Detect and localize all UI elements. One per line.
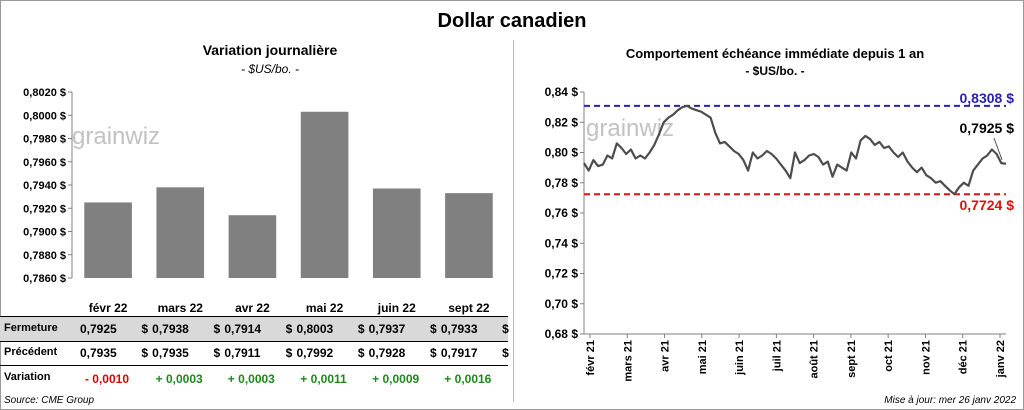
- variation-cell: + 0,0009: [372, 372, 420, 386]
- variation-cell: + 0,0011: [300, 372, 347, 386]
- cell-value: 0,7938: [152, 322, 189, 336]
- cell-value: 0,7937: [368, 322, 406, 336]
- row-label: Variation: [4, 371, 51, 383]
- page-title: Dollar canadien: [437, 10, 587, 32]
- bar: [300, 111, 349, 278]
- x-tick-label: nov 21: [920, 340, 932, 375]
- x-tick-label: avr 22: [235, 301, 270, 315]
- min-value-label: 0,7724 $: [960, 197, 1015, 213]
- x-tick-label: sept 21: [846, 340, 858, 378]
- y-tick-label: 0,68 $: [545, 327, 579, 341]
- cell-value: 0,7992: [296, 346, 334, 360]
- x-tick-label: août 21: [809, 340, 821, 379]
- row-label: Précédent: [4, 346, 58, 358]
- bar: [84, 202, 132, 278]
- max-value-label: 0,8308 $: [960, 90, 1015, 106]
- variation-cell: + 0,0003: [155, 372, 203, 386]
- cell-currency: $: [502, 346, 509, 360]
- bar: [156, 187, 205, 278]
- cell-value: 0,7914: [224, 322, 262, 336]
- bar-chart: 0,7860 $ 0,7880 $ 0,7900 $ 0,7920 $ 0,7940 $…: [23, 87, 493, 315]
- x-tick-label: mars 21: [622, 340, 634, 382]
- y-tick-label: 0,78 $: [545, 176, 579, 190]
- cell-currency: $: [429, 322, 437, 336]
- y-tick-label: 0,74 $: [545, 236, 579, 250]
- x-tick-label: déc 21: [958, 340, 970, 374]
- x-tick-label: oct 21: [883, 340, 895, 372]
- bar: [372, 188, 421, 278]
- table-row-variation: Variation - 0,0010 + 0,0003 + 0,0003 + 0,001…: [0, 366, 508, 390]
- cell-value: 0,7935: [152, 346, 189, 360]
- row-label: Fermeture: [4, 322, 58, 334]
- x-tick-label: juil 21: [771, 340, 783, 372]
- table-row: Précédent 0,7935 $0,7935 $0,7911 $0,7992 $0,7…: [0, 341, 509, 366]
- y-tick-label: 0,8000 $: [23, 110, 66, 122]
- x-tick-label: juin 21: [734, 340, 746, 376]
- cell-currency: $: [502, 322, 509, 336]
- cell-currency: $: [285, 322, 293, 336]
- bar: [228, 215, 277, 278]
- updated-note: Mise à jour: mer 26 janv 2022: [884, 395, 1016, 406]
- x-tick-label: févr 21: [585, 340, 597, 375]
- y-tick-label: 0,82 $: [545, 115, 579, 129]
- x-tick-label: mai 22: [306, 301, 344, 315]
- y-tick-label: 0,80 $: [545, 146, 579, 160]
- cell-currency: $: [285, 346, 293, 360]
- y-tick-label: 0,8020 $: [23, 87, 66, 99]
- y-tick-label: 0,84 $: [545, 85, 579, 99]
- x-tick-label: sept 22: [448, 301, 490, 315]
- x-tick-label: févr 22: [89, 301, 128, 315]
- panel-divider: [513, 40, 514, 402]
- series-line: [583, 104, 1007, 196]
- cell-value: 0,8003: [296, 322, 334, 336]
- line-chart: 0,68 $ 0,70 $ 0,72 $ 0,74 $ 0,76 $ 0,78 $ 0,80…: [545, 85, 1015, 382]
- y-tick-label: 0,7920 $: [23, 203, 66, 215]
- y-tick-label: 0,7860 $: [23, 273, 66, 285]
- watermark: grainwiz: [72, 123, 160, 150]
- x-tick-label: avr 21: [660, 340, 672, 372]
- y-tick-label: 0,72 $: [545, 267, 579, 281]
- cell-value: 0,7928: [368, 346, 406, 360]
- table-row: Fermeture 0,7925 $0,7938 $0,7914 $0,8003 $0,7…: [0, 316, 509, 342]
- y-tick-label: 0,7880 $: [23, 250, 66, 262]
- cell-currency: $: [357, 322, 365, 336]
- x-tick-label: juin 22: [377, 301, 416, 315]
- y-tick-label: 0,7980 $: [23, 134, 66, 146]
- cell-currency: $: [213, 322, 221, 336]
- y-tick-label: 0,7940 $: [23, 180, 66, 192]
- y-tick-label: 0,76 $: [545, 206, 579, 220]
- cell-currency: $: [141, 346, 148, 360]
- y-tick-label: 0,7900 $: [23, 227, 66, 239]
- x-tick-label: janv 22: [995, 340, 1007, 378]
- left-chart-title: Variation journalière: [202, 42, 338, 58]
- cell-currency: $: [429, 346, 437, 360]
- cell-value: 0,7917: [440, 346, 478, 360]
- last-value-label: 0,7925 $: [960, 120, 1015, 136]
- x-tick-label: mars 22: [158, 301, 204, 315]
- cell-currency: $: [357, 346, 365, 360]
- left-chart-unit: - $US/bo. -: [240, 62, 300, 76]
- y-tick-label: 0,70 $: [545, 297, 579, 311]
- y-tick-label: 0,7960 $: [23, 157, 66, 169]
- cell-value: 0,7911: [224, 346, 261, 360]
- x-tick-label: mai 21: [697, 340, 709, 374]
- variation-cell: + 0,0016: [444, 372, 492, 386]
- cell-currency: $: [213, 346, 221, 360]
- last-value-leader: [993, 137, 1003, 161]
- cell-value: 0,7933: [440, 322, 478, 336]
- right-chart-unit: - $US/bo. -: [745, 64, 805, 78]
- variation-cell: - 0,0010: [84, 372, 130, 386]
- watermark: grainwiz: [586, 115, 674, 142]
- cell-currency: $: [141, 322, 148, 336]
- bar: [445, 193, 493, 278]
- variation-cell: + 0,0003: [227, 372, 275, 386]
- cell-value: 0,7935: [80, 346, 117, 360]
- cell-value: 0,7925: [80, 322, 117, 336]
- source-note: Source: CME Group: [4, 395, 95, 406]
- right-chart-title: Comportement échéance immédiate depuis 1…: [625, 46, 925, 61]
